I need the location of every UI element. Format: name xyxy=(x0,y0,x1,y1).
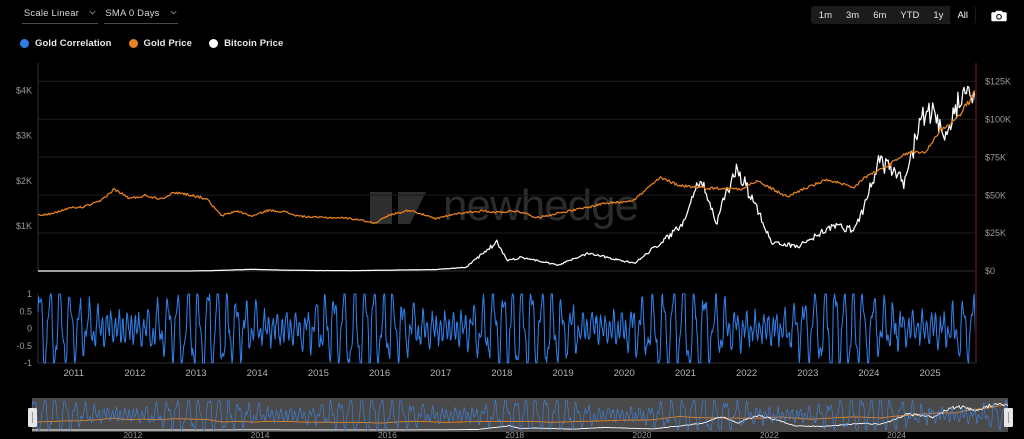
chevron-down-icon xyxy=(89,9,96,16)
minimap-right-handle[interactable] xyxy=(1004,408,1013,427)
scale-dropdown-label: Scale Linear xyxy=(23,8,80,19)
x-axis-tick: 2018 xyxy=(491,368,512,379)
y-axis-right-tick: $25K xyxy=(985,228,1006,238)
y-axis-right-tick: $75K xyxy=(985,152,1006,162)
y-axis-left-tick: $2K xyxy=(16,176,32,186)
range-button-6m[interactable]: 6m xyxy=(873,9,887,21)
y-axis-correlation-tick: 0 xyxy=(27,324,32,334)
x-axis-tick: 2020 xyxy=(614,368,635,379)
y-axis-correlation-tick: 1 xyxy=(27,289,32,299)
x-axis-tick: 2024 xyxy=(858,368,879,379)
chart-plot-area[interactable]: $1K $2K $3K $4K $0 $25K $50K $75K $100K $125K 1 0.5… xyxy=(0,56,1024,386)
legend-dot-orange xyxy=(128,38,138,48)
range-button-3m[interactable]: 3m xyxy=(845,9,860,21)
legend-item-gold-correlation[interactable]: Gold Correlation xyxy=(20,38,112,49)
panel-frames xyxy=(37,63,976,364)
minimap-x-tick: 2022 xyxy=(760,430,779,439)
minimap-range-slider[interactable]: 2012 2014 2016 2018 2020 2022 2024 xyxy=(0,392,1024,439)
legend-label: Gold Price xyxy=(143,37,193,49)
x-axis-tick: 2023 xyxy=(797,368,818,379)
chart-legend: Gold Correlation Gold Price Bitcoin Price xyxy=(20,36,283,50)
minimap-x-tick: 2020 xyxy=(633,430,652,439)
toolbar: Scale Linear SMA 0 Days 1m 3m 6m YTD 1y All xyxy=(0,0,1024,30)
y-axis-right-tick: $100K xyxy=(985,114,1011,124)
x-axis-tick: 2022 xyxy=(736,368,757,379)
minimap-x-tick: 2024 xyxy=(887,430,906,439)
y-axis-left-tick: $3K xyxy=(16,131,32,141)
y-axis-right-tick: $50K xyxy=(985,190,1006,200)
series-gold-correlation xyxy=(37,293,977,364)
legend-dot-white xyxy=(209,38,219,48)
legend-label: Bitcoin Price xyxy=(224,37,284,49)
range-button-ytd[interactable]: YTD xyxy=(900,9,920,21)
legend-dot-blue xyxy=(20,38,29,48)
legend-item-gold-price[interactable]: Gold Price xyxy=(128,37,193,49)
sma-dropdown-label: SMA 0 Days xyxy=(105,8,160,19)
series-bitcoin-price xyxy=(38,85,977,272)
y-axis-correlation-tick: -0.5 xyxy=(16,341,32,351)
x-axis-tick: 2012 xyxy=(124,368,145,379)
range-button-all[interactable]: All xyxy=(950,6,975,24)
x-axis-tick: 2014 xyxy=(247,368,268,379)
y-axis-correlation-tick: 0.5 xyxy=(19,306,32,316)
x-axis-tick: 2025 xyxy=(920,368,941,379)
gridlines xyxy=(38,80,976,272)
chart-svg: $1K $2K $3K $4K $0 $25K $50K $75K $100K $125K 1 0.5… xyxy=(16,63,1011,379)
y-axis-right-tick: $125K xyxy=(985,76,1011,86)
range-button-1y[interactable]: 1y xyxy=(933,9,944,21)
legend-item-bitcoin-price[interactable]: Bitcoin Price xyxy=(209,38,283,49)
camera-icon[interactable] xyxy=(988,5,1010,25)
minimap-x-tick: 2012 xyxy=(123,430,142,439)
minimap-x-tick: 2014 xyxy=(251,430,270,439)
x-axis-tick: 2017 xyxy=(430,368,451,379)
scale-dropdown[interactable]: Scale Linear xyxy=(22,5,98,24)
range-button-1m[interactable]: 1m xyxy=(818,9,832,21)
series-gold-price xyxy=(37,87,977,224)
minimap-x-tick: 2016 xyxy=(378,430,397,439)
y-axis-right-tick: $0 xyxy=(985,266,995,276)
y-axis-correlation-tick: -1 xyxy=(24,358,32,368)
minimap-series-correlation xyxy=(31,399,1009,432)
minimap-left-handle[interactable] xyxy=(28,408,37,427)
chevron-down-icon xyxy=(170,9,177,16)
minimap-svg: 2012 2014 2016 2018 2020 2022 2024 xyxy=(28,398,1013,439)
x-axis-tick: 2016 xyxy=(369,368,390,379)
x-axis-tick: 2015 xyxy=(308,368,329,379)
legend-label: Gold Correlation xyxy=(35,37,112,49)
minimap-x-tick: 2018 xyxy=(505,430,524,439)
y-axis-left-tick: $1K xyxy=(16,221,32,231)
x-axis-tick: 2013 xyxy=(185,368,206,379)
y-axis-left-tick: $4K xyxy=(16,85,32,95)
time-range-buttons: 1m 3m 6m YTD 1y All xyxy=(810,6,976,24)
x-axis-tick: 2021 xyxy=(675,368,696,379)
x-axis-tick: 2011 xyxy=(63,368,83,379)
x-axis-tick: 2019 xyxy=(553,368,574,379)
sma-dropdown[interactable]: SMA 0 Days xyxy=(104,5,178,24)
